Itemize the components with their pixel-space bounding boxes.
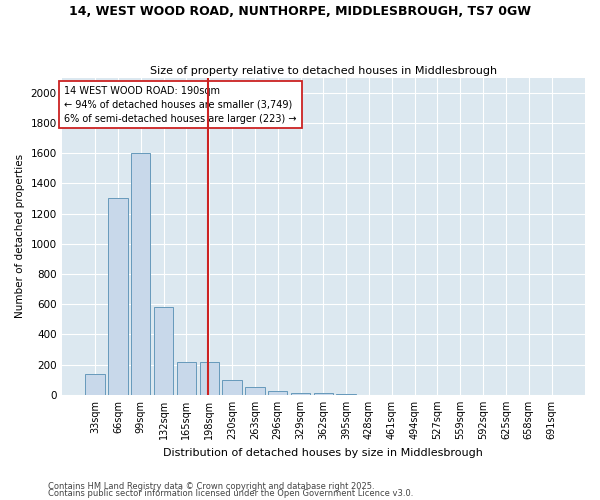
Bar bbox=[223, 380, 242, 395]
Text: Contains HM Land Registry data © Crown copyright and database right 2025.: Contains HM Land Registry data © Crown c… bbox=[48, 482, 374, 491]
Bar bbox=[314, 394, 333, 395]
Bar bbox=[154, 307, 173, 395]
Text: Contains public sector information licensed under the Open Government Licence v3: Contains public sector information licen… bbox=[48, 489, 413, 498]
Y-axis label: Number of detached properties: Number of detached properties bbox=[15, 154, 25, 318]
Text: 14 WEST WOOD ROAD: 190sqm
← 94% of detached houses are smaller (3,749)
6% of sem: 14 WEST WOOD ROAD: 190sqm ← 94% of detac… bbox=[64, 86, 297, 124]
Text: 14, WEST WOOD ROAD, NUNTHORPE, MIDDLESBROUGH, TS7 0GW: 14, WEST WOOD ROAD, NUNTHORPE, MIDDLESBR… bbox=[69, 5, 531, 18]
Bar bbox=[85, 374, 105, 395]
Bar bbox=[177, 362, 196, 395]
Bar bbox=[245, 388, 265, 395]
Bar bbox=[108, 198, 128, 395]
Bar bbox=[337, 394, 356, 395]
Bar bbox=[268, 391, 287, 395]
X-axis label: Distribution of detached houses by size in Middlesbrough: Distribution of detached houses by size … bbox=[163, 448, 483, 458]
Title: Size of property relative to detached houses in Middlesbrough: Size of property relative to detached ho… bbox=[150, 66, 497, 76]
Bar bbox=[291, 392, 310, 395]
Bar bbox=[200, 362, 219, 395]
Bar bbox=[131, 153, 151, 395]
